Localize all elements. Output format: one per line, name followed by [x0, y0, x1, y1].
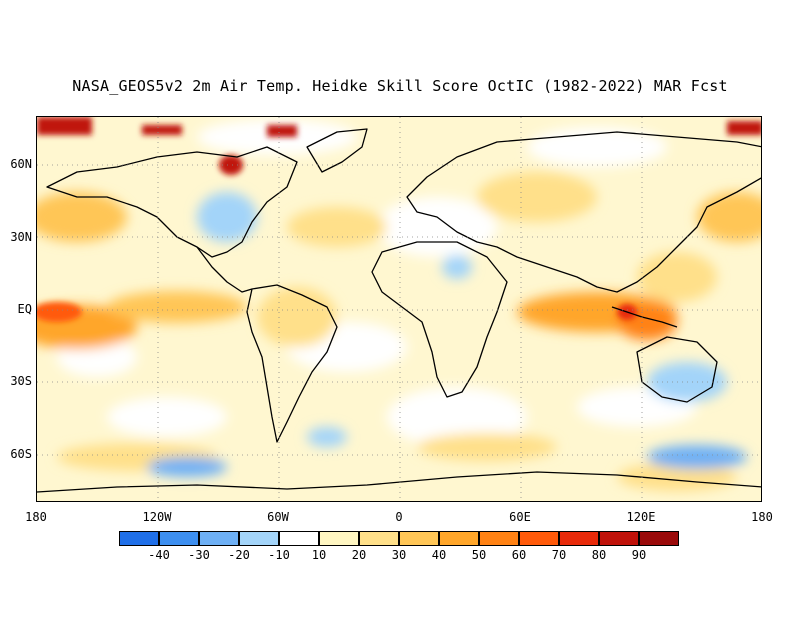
colorbar-swatch [559, 531, 599, 546]
colorbar-label: -10 [268, 548, 290, 562]
colorbar-label: 50 [471, 548, 487, 562]
greenland-outline [306, 128, 368, 173]
lat-label-60s: 60S [10, 447, 32, 461]
graticule [37, 117, 761, 501]
colorbar-label: 60 [511, 548, 527, 562]
colorbar-label: 10 [311, 548, 327, 562]
lat-label-30n: 30N [10, 230, 32, 244]
lon-label-120e: 120E [626, 510, 656, 524]
colorbar-swatch [479, 531, 519, 546]
colorbar-label: -30 [188, 548, 210, 562]
lon-label-60e: 60E [509, 510, 531, 524]
colorbar-swatch [519, 531, 559, 546]
lat-label-30s: 30S [10, 374, 32, 388]
colorbar [119, 531, 679, 546]
colorbar-label: -20 [228, 548, 250, 562]
lon-label-180e: 180 [751, 510, 773, 524]
colorbar-swatch [279, 531, 319, 546]
antarctica-outline [37, 471, 761, 493]
colorbar-label: 70 [551, 548, 567, 562]
north-america-outline [46, 146, 298, 258]
colorbar-label: 90 [631, 548, 647, 562]
high-skill-areas [37, 117, 761, 322]
lat-label-eq: EQ [17, 302, 32, 316]
colorbar-swatch [319, 531, 359, 546]
colorbar-label: -40 [148, 548, 170, 562]
colorbar-swatch [239, 531, 279, 546]
colorbar-swatch [599, 531, 639, 546]
lon-label-0: 0 [395, 510, 403, 524]
lat-label-60n: 60N [10, 157, 32, 171]
skill-score-map [37, 117, 761, 501]
colorbar-swatch [439, 531, 479, 546]
africa-outline [371, 241, 508, 398]
colorbar-swatch [159, 531, 199, 546]
colorbar-label: 30 [391, 548, 407, 562]
colorbar-label: 40 [431, 548, 447, 562]
lon-label-180w: 180 [25, 510, 47, 524]
lon-label-120w: 120W [142, 510, 172, 524]
eurasia-outline [406, 131, 761, 293]
central-america-outline [196, 246, 253, 293]
colorbar-swatch [399, 531, 439, 546]
colorbar-swatch [359, 531, 399, 546]
lon-label-60w: 60W [267, 510, 289, 524]
colorbar-swatch [639, 531, 679, 546]
page-title: NASA_GEOS5v2 2m Air Temp. Heidke Skill S… [72, 77, 728, 95]
coastlines [37, 128, 761, 493]
colorbar-label: 80 [591, 548, 607, 562]
australia-outline [636, 336, 718, 403]
colorbar-label: 20 [351, 548, 367, 562]
map-panel [36, 116, 762, 502]
south-america-outline [246, 284, 338, 443]
colorbar-swatch [199, 531, 239, 546]
colorbar-swatch [119, 531, 159, 546]
